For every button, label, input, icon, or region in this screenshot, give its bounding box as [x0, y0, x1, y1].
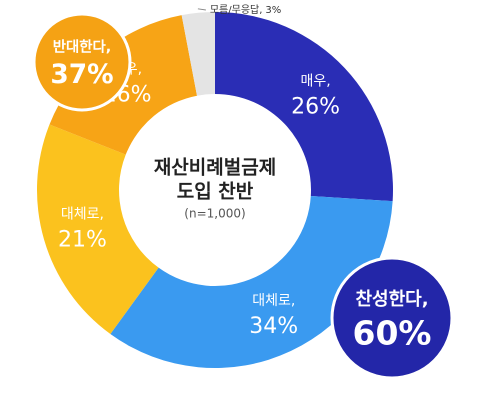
chart-subtitle: (n=1,000): [184, 207, 245, 221]
donut-slice: [110, 196, 393, 368]
group-label: 반대한다,: [53, 39, 111, 56]
donut-slice: [36, 124, 159, 335]
donut-slice: [181, 12, 215, 96]
group-value: 37%: [50, 59, 113, 90]
slice-value: 21%: [58, 228, 107, 253]
slice-value: 3%: [265, 5, 281, 16]
slice-label: 대체로,: [61, 207, 104, 223]
slice-label: 대체로,: [252, 293, 295, 309]
slice-label: 모름/무응답,: [210, 4, 263, 16]
slice-value: 34%: [249, 314, 298, 339]
chart-title: 재산비례벌금제: [154, 157, 276, 179]
leader-line: [197, 8, 206, 11]
slice-label: 모름/무응답, 3%: [210, 4, 281, 16]
group-callout: [32, 12, 132, 112]
slice-value: 26%: [291, 95, 340, 120]
group-label: 찬성한다,: [355, 289, 428, 310]
chart-title: 도입 찬반: [177, 181, 254, 203]
slice-label: 매우,: [300, 74, 330, 90]
group-callout: [330, 256, 454, 380]
group-value: 60%: [353, 313, 432, 352]
donut-slice: [215, 12, 393, 202]
